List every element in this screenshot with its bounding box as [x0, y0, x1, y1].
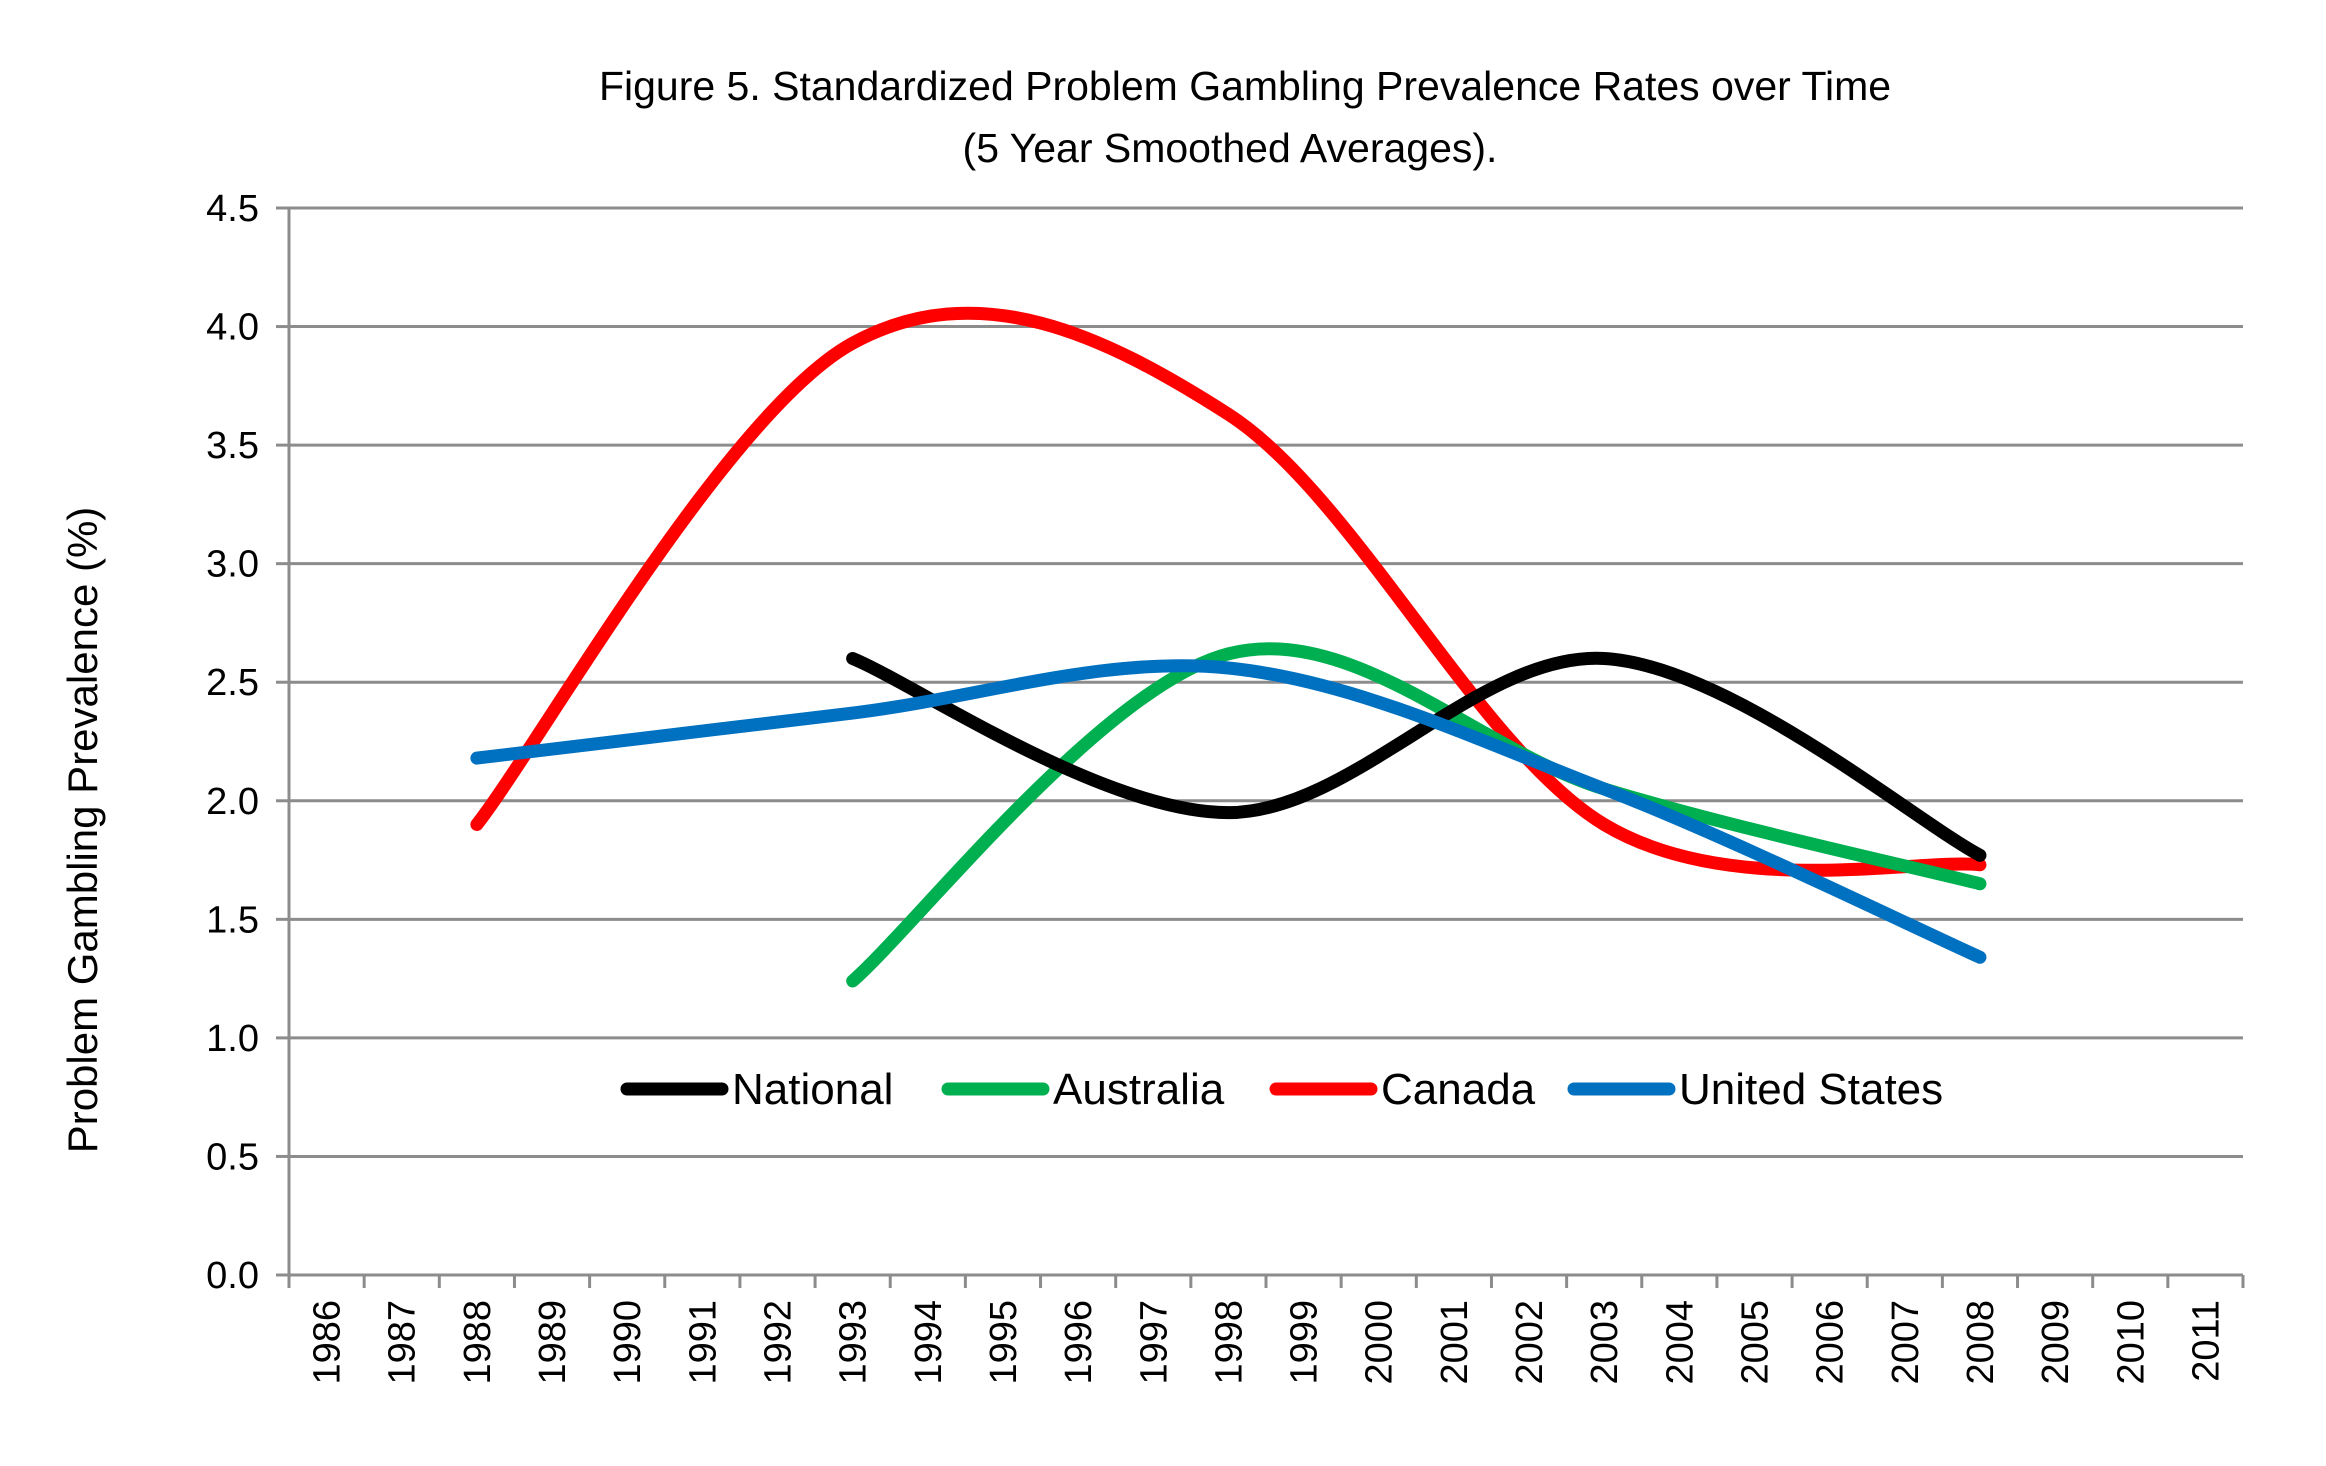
x-tick-label: 1989 — [532, 1300, 574, 1385]
x-tick-label: 1986 — [307, 1300, 349, 1385]
axes: 0.0 0.5 1.0 1.5 2.0 2.5 3.0 3.5 4.0 4.5 1986 1987 19… — [206, 188, 2245, 1385]
gridlines — [289, 206, 2243, 1158]
x-tick-label: 2005 — [1735, 1300, 1777, 1385]
legend-label-national: National — [732, 1065, 893, 1114]
legend-label-canada: Canada — [1381, 1065, 1536, 1114]
series-line-united-states — [470, 659, 1987, 964]
x-tick-label: 2007 — [1885, 1300, 1927, 1385]
x-tick-label: 1992 — [758, 1300, 800, 1385]
legend-label-australia: Australia — [1053, 1065, 1225, 1114]
series-lines — [470, 306, 1987, 988]
y-tick-label: 1.0 — [206, 1018, 259, 1060]
x-tick-label: 1997 — [1133, 1300, 1175, 1385]
y-tick-label: 0.0 — [206, 1255, 259, 1297]
x-tick-label: 1998 — [1208, 1300, 1250, 1385]
x-tick-label: 2008 — [1960, 1300, 2002, 1385]
chart-subtitle: (5 Year Smoothed Averages). — [963, 125, 1498, 171]
legend-label-united-states: United States — [1679, 1065, 1943, 1114]
x-tick-label: 2006 — [1810, 1300, 1852, 1385]
x-tick-label: 1987 — [382, 1300, 424, 1385]
x-tick-label: 1990 — [607, 1300, 649, 1385]
y-tick-label: 2.0 — [206, 781, 259, 823]
x-tick-label: 2003 — [1584, 1300, 1626, 1385]
x-tick-label: 1988 — [457, 1300, 499, 1385]
chart-title: Figure 5. Standardized Problem Gambling … — [599, 63, 1891, 109]
x-tick-label: 2004 — [1659, 1300, 1701, 1385]
x-tick-label: 1993 — [833, 1300, 875, 1385]
x-tick-label: 2001 — [1434, 1300, 1476, 1385]
x-tick-label: 1996 — [1058, 1300, 1100, 1385]
series-line-canada — [470, 306, 1987, 877]
x-tick-label: 1999 — [1284, 1300, 1326, 1385]
y-tick-label: 4.0 — [206, 307, 259, 349]
x-tick-label: 2000 — [1359, 1300, 1401, 1385]
y-tick-label: 0.5 — [206, 1136, 259, 1178]
y-tick-label: 4.5 — [206, 188, 259, 230]
x-tick-label: 1995 — [983, 1300, 1025, 1385]
legend: National Australia Canada United States — [620, 1065, 1943, 1114]
x-tick-label: 2002 — [1509, 1300, 1551, 1385]
y-tick-label: 3.5 — [206, 425, 259, 467]
y-tick-label: 2.5 — [206, 662, 259, 704]
y-axis-title: Problem Gambling Prevalence (%) — [59, 507, 106, 1154]
x-tick-label: 2010 — [2110, 1300, 2152, 1385]
y-tick-label: 1.5 — [206, 899, 259, 941]
y-tick-label: 3.0 — [206, 544, 259, 586]
x-tick-label: 1994 — [908, 1300, 950, 1385]
x-tick-label: 2009 — [2035, 1300, 2077, 1385]
series-line-national — [846, 651, 1987, 862]
x-tick-label: 1991 — [682, 1300, 724, 1385]
series-line-australia — [846, 642, 1987, 988]
x-tick-label: 2011 — [2185, 1300, 2227, 1382]
